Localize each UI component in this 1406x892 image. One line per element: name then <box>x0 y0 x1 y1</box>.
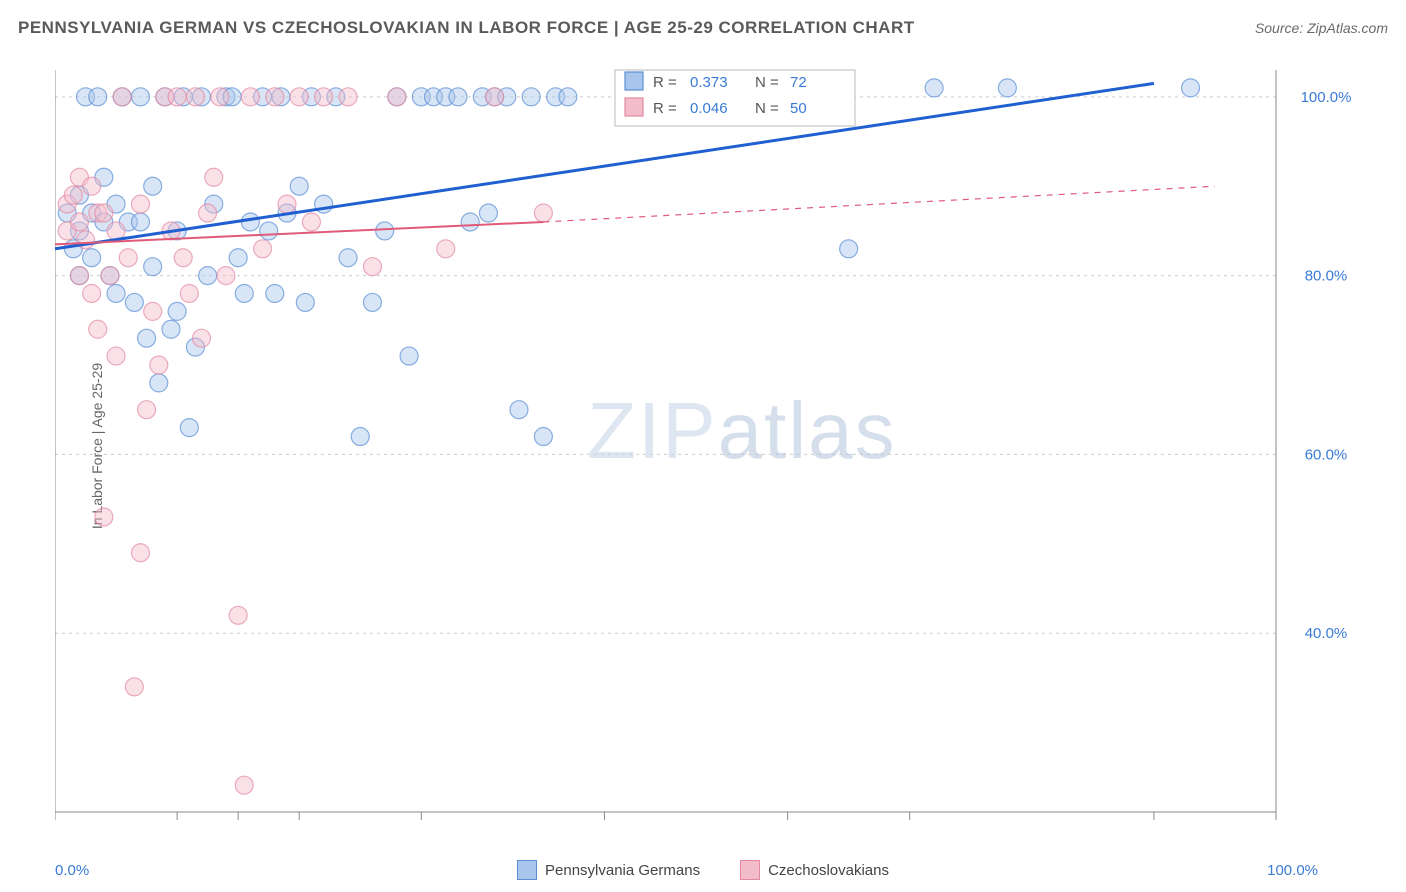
legend-item-series-1: Pennsylvania Germans <box>517 860 700 880</box>
svg-text:N =: N = <box>755 74 779 91</box>
svg-text:0.046: 0.046 <box>690 100 728 117</box>
x-axis-max-label: 100.0% <box>1267 862 1318 879</box>
legend-label-2: Czechoslovakians <box>768 862 889 879</box>
svg-text:R =: R = <box>653 74 677 91</box>
chart-area: 40.0% 60.0% 80.0% 100.0% R = 0.373 N = 72 R = 0.0… <box>55 60 1376 832</box>
legend-swatch-2 <box>740 860 760 880</box>
legend-item-series-2: Czechoslovakians <box>740 860 889 880</box>
legend-swatch-1 <box>517 860 537 880</box>
chart-title: PENNSYLVANIA GERMAN VS CZECHOSLOVAKIAN I… <box>18 18 915 38</box>
svg-text:0.373: 0.373 <box>690 74 728 91</box>
svg-text:60.0%: 60.0% <box>1305 446 1348 463</box>
x-axis-min-label: 0.0% <box>55 862 89 879</box>
svg-text:50: 50 <box>790 100 807 117</box>
source-label: Source: ZipAtlas.com <box>1255 20 1388 36</box>
svg-text:72: 72 <box>790 74 807 91</box>
bottom-legend: 0.0% Pennsylvania Germans Czechoslovakia… <box>0 860 1406 880</box>
svg-text:N =: N = <box>755 100 779 117</box>
svg-text:80.0%: 80.0% <box>1305 268 1348 285</box>
svg-text:R =: R = <box>653 100 677 117</box>
legend-label-1: Pennsylvania Germans <box>545 862 700 879</box>
svg-text:40.0%: 40.0% <box>1305 625 1348 642</box>
svg-text:100.0%: 100.0% <box>1301 89 1352 106</box>
scatter-chart: 40.0% 60.0% 80.0% 100.0% R = 0.373 N = 72 R = 0.0… <box>55 60 1376 832</box>
